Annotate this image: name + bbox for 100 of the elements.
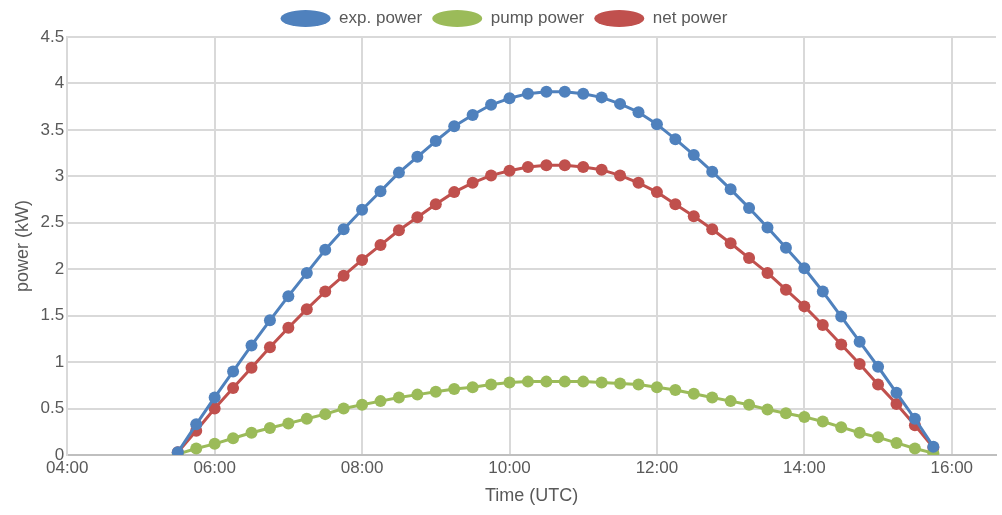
point (503, 92, 516, 105)
y-tick-label: 2.5 (40, 212, 65, 232)
point (614, 97, 627, 110)
point (743, 398, 756, 411)
x-tick-label: 14:00 (783, 457, 826, 477)
point (908, 412, 921, 425)
point (190, 442, 203, 455)
point (208, 437, 221, 450)
point (208, 402, 221, 415)
point (706, 391, 719, 404)
point (503, 376, 516, 389)
point (540, 85, 553, 98)
point (706, 165, 719, 178)
point (429, 385, 442, 398)
point (227, 365, 240, 378)
point (245, 361, 258, 374)
point (245, 426, 258, 439)
point (411, 211, 424, 224)
point (485, 169, 498, 182)
point (798, 300, 811, 313)
point (724, 183, 737, 196)
point (761, 266, 774, 279)
legend-label: pump power (490, 8, 585, 28)
y-tick-label: 3 (54, 166, 65, 186)
point (872, 360, 885, 373)
point (835, 338, 848, 351)
point (816, 415, 829, 428)
point (540, 159, 553, 172)
point (485, 378, 498, 391)
y-tick-label: 1 (54, 351, 65, 371)
point (687, 210, 700, 223)
point (466, 176, 479, 189)
legend-label: net power (652, 8, 728, 28)
point (411, 150, 424, 163)
point (356, 253, 369, 266)
y-tick-label: 0.5 (40, 398, 65, 418)
x-tick-label: 08:00 (340, 457, 384, 477)
legend-label: exp. power (339, 8, 423, 28)
point (337, 223, 350, 236)
x-tick-label: 06:00 (193, 457, 236, 477)
point (853, 335, 866, 348)
point (743, 201, 756, 214)
point (448, 383, 461, 396)
point (227, 382, 240, 395)
point (632, 176, 645, 189)
point (503, 164, 516, 177)
point (614, 169, 627, 182)
point (595, 91, 608, 104)
point (521, 161, 534, 174)
point (521, 375, 534, 388)
x-axis-title: Time (UTC) (484, 485, 579, 506)
point (208, 391, 221, 404)
point (429, 198, 442, 211)
point (890, 386, 903, 399)
point (650, 186, 663, 199)
x-tick-label: 10:00 (488, 457, 531, 477)
point (521, 87, 534, 100)
point (466, 381, 479, 394)
y-tick-label: 1.5 (40, 305, 65, 325)
point (300, 412, 313, 425)
point (816, 318, 829, 331)
point (245, 339, 258, 352)
point (374, 395, 387, 408)
point (429, 135, 442, 148)
point (448, 120, 461, 133)
point (724, 237, 737, 250)
point (835, 310, 848, 323)
y-tick-label: 3.5 (40, 119, 65, 139)
point (853, 357, 866, 370)
point (356, 203, 369, 216)
point (319, 285, 332, 298)
point (337, 269, 350, 282)
point (816, 285, 829, 298)
point (890, 436, 903, 449)
point (872, 431, 885, 444)
x-tick-label: 12:00 (635, 457, 679, 477)
point (558, 85, 571, 98)
point (724, 395, 737, 408)
point (614, 377, 627, 390)
point (687, 387, 700, 400)
point (558, 159, 571, 172)
point (466, 109, 479, 122)
point (448, 186, 461, 199)
point (779, 283, 792, 296)
point (669, 133, 682, 146)
point (595, 376, 608, 389)
point (227, 432, 240, 445)
point (374, 239, 387, 252)
point (761, 403, 774, 416)
point (263, 422, 276, 435)
point (263, 314, 276, 327)
point (577, 161, 590, 174)
y-tick-label: 4.5 (40, 26, 65, 46)
point (890, 397, 903, 410)
point (300, 266, 313, 279)
point (632, 378, 645, 391)
point (392, 224, 405, 237)
point (374, 185, 387, 198)
point (687, 148, 700, 161)
point (853, 426, 866, 439)
